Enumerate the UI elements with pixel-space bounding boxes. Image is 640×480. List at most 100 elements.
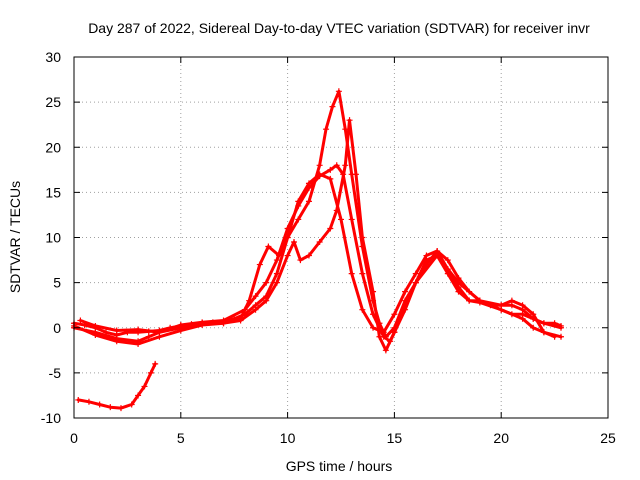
data-point <box>273 257 280 264</box>
data-point <box>455 279 462 286</box>
y-tick-label: 25 <box>45 94 61 110</box>
data-point <box>412 279 419 286</box>
data-point <box>327 175 334 182</box>
data-point <box>128 401 135 408</box>
x-tick-label: 0 <box>70 430 78 446</box>
data-point <box>147 369 154 376</box>
data-point <box>252 306 259 313</box>
data-point <box>177 327 184 334</box>
y-tick-label: 0 <box>53 320 61 336</box>
data-point <box>376 333 383 340</box>
data-point <box>444 257 451 264</box>
data-point <box>323 126 330 133</box>
data-point <box>530 324 537 331</box>
data-point <box>145 333 152 340</box>
data-point <box>558 324 565 331</box>
data-point <box>273 279 280 286</box>
data-point <box>263 297 270 304</box>
data-point <box>135 340 142 347</box>
data-point <box>297 257 304 264</box>
data-point <box>199 322 206 329</box>
data-point <box>177 322 184 329</box>
y-axis-label: SDTVAR / TECUs <box>7 181 23 293</box>
data-point <box>77 317 84 324</box>
data-point <box>305 252 312 259</box>
data-point <box>558 333 565 340</box>
data-point <box>342 162 349 169</box>
data-point <box>455 288 462 295</box>
data-point <box>540 329 547 336</box>
data-point <box>305 184 312 191</box>
data-point <box>113 338 120 345</box>
data-point <box>352 171 359 178</box>
data-point <box>85 398 92 405</box>
data-point <box>96 401 103 408</box>
data-point <box>402 288 409 295</box>
data-point <box>263 279 270 286</box>
data-point <box>327 225 334 232</box>
x-tick-label: 10 <box>280 430 296 446</box>
data-point <box>152 360 159 367</box>
data-point <box>241 306 248 313</box>
data-point <box>359 234 366 241</box>
data-point <box>423 257 430 264</box>
data-point <box>252 293 259 300</box>
data-point <box>402 302 409 309</box>
data-point <box>135 392 142 399</box>
data-point <box>370 288 377 295</box>
data-point <box>135 326 142 333</box>
data-point <box>348 216 355 223</box>
y-tick-label: 15 <box>45 184 61 200</box>
data-point <box>359 306 366 313</box>
data-point <box>327 166 334 173</box>
data-point <box>316 239 323 246</box>
series-trace-4 <box>71 117 565 354</box>
data-point <box>412 270 419 277</box>
series-line <box>76 362 157 410</box>
y-tick-label: -5 <box>49 365 62 381</box>
data-series <box>71 88 565 412</box>
x-tick-label: 15 <box>387 430 403 446</box>
data-point <box>519 315 526 322</box>
x-tick-label: 5 <box>177 430 185 446</box>
data-point <box>335 88 342 95</box>
data-point <box>359 270 366 277</box>
data-point <box>284 225 291 232</box>
data-point <box>498 306 505 313</box>
data-point <box>305 198 312 205</box>
data-point <box>316 162 323 169</box>
data-point <box>92 331 99 338</box>
data-point <box>540 320 547 327</box>
data-point <box>92 322 99 329</box>
data-point <box>141 383 148 390</box>
data-point <box>508 297 515 304</box>
series-trace-5 <box>75 360 159 412</box>
data-point <box>346 117 353 124</box>
data-point <box>348 270 355 277</box>
data-point <box>113 327 120 334</box>
data-point <box>466 297 473 304</box>
x-axis-label: GPS time / hours <box>286 458 393 474</box>
data-point <box>291 239 298 246</box>
data-point <box>434 252 441 259</box>
data-point <box>391 329 398 336</box>
data-point <box>333 162 340 169</box>
data-point <box>256 261 263 268</box>
y-tick-label: 10 <box>45 230 61 246</box>
chart-title: Day 287 of 2022, Sidereal Day-to-day VTE… <box>88 20 590 36</box>
data-point <box>117 405 124 412</box>
data-point <box>530 315 537 322</box>
data-point <box>382 347 389 354</box>
data-point <box>333 207 340 214</box>
data-point <box>391 311 398 318</box>
y-tick-label: 30 <box>45 49 61 65</box>
data-point <box>284 252 291 259</box>
y-tick-label: 20 <box>45 139 61 155</box>
y-tick-label: 5 <box>53 275 61 291</box>
y-tick-label: -10 <box>41 410 61 426</box>
data-point <box>220 320 227 327</box>
data-point <box>329 103 336 110</box>
data-point <box>265 243 272 250</box>
data-point <box>370 324 377 331</box>
